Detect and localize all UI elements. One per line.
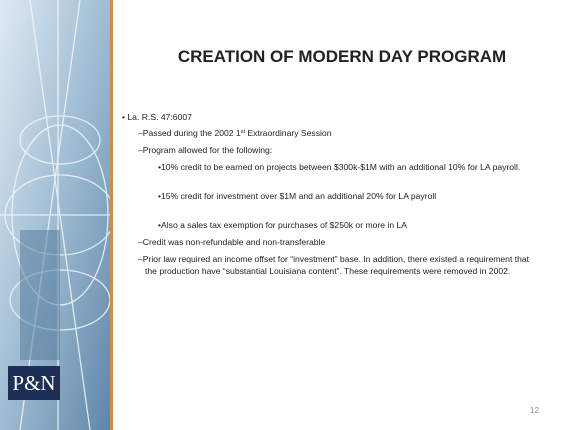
page-number: 12 bbox=[530, 406, 539, 415]
item: Passed during the 2002 1st Extraordinary… bbox=[138, 128, 545, 140]
slide-title: CREATION OF MODERN DAY PROGRAM bbox=[120, 47, 564, 67]
item-text: Extraordinary Session bbox=[245, 128, 331, 138]
subitem: 15% credit for investment over $1M and a… bbox=[158, 191, 463, 203]
bullet: • La. R.S. 47:6007 bbox=[122, 112, 192, 124]
subitem-text: Also a sales tax exemption for purchases… bbox=[161, 220, 407, 230]
item: Credit was non-refundable and non-transf… bbox=[138, 237, 545, 249]
item-text: Passed during the 2002 1 bbox=[143, 128, 241, 138]
subitem-text: 10% credit to be earned on projects betw… bbox=[161, 162, 520, 172]
subitem-text: 15% credit for investment over $1M and a… bbox=[161, 191, 436, 201]
item-text: Credit was non-refundable and non-transf… bbox=[143, 237, 326, 247]
item-text: Program allowed for the following: bbox=[143, 145, 272, 155]
item: Program allowed for the following: bbox=[138, 145, 545, 157]
item-text: Prior law required an income offset for … bbox=[143, 254, 529, 276]
item: Prior law required an income offset for … bbox=[138, 254, 537, 277]
logo: P&N bbox=[8, 366, 60, 400]
slide: P&N CREATION OF MODERN DAY PROGRAM • La.… bbox=[0, 0, 574, 430]
subitem: Also a sales tax exemption for purchases… bbox=[158, 220, 533, 232]
subitem: 10% credit to be earned on projects betw… bbox=[158, 162, 533, 174]
bullet-text: La. R.S. 47:6007 bbox=[127, 112, 192, 122]
